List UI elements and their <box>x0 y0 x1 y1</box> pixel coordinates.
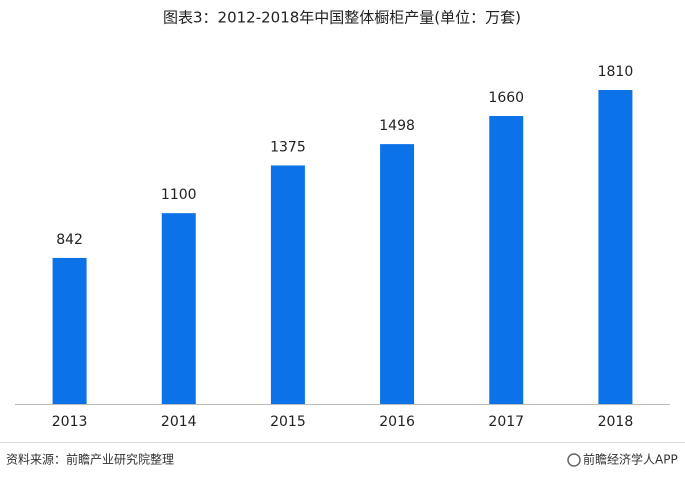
value-label: 842 <box>56 232 83 248</box>
bar <box>161 213 196 404</box>
bar <box>380 144 415 404</box>
chart-title: 图表3：2012-2018年中国整体橱柜产量(单位：万套) <box>163 9 521 27</box>
bar <box>598 90 633 404</box>
x-tick-label: 2017 <box>488 414 524 430</box>
brand-logo <box>567 453 581 467</box>
x-tick-label: 2018 <box>598 414 634 430</box>
bar <box>489 116 524 405</box>
source-note: 资料来源：前瞻产业研究院整理 <box>6 452 174 467</box>
x-tick-label: 2016 <box>379 414 415 430</box>
value-label: 1498 <box>379 118 415 134</box>
value-label: 1810 <box>598 64 634 80</box>
brand-name: 前瞻经济学人APP <box>583 452 678 467</box>
x-tick-label: 2015 <box>270 414 306 430</box>
x-tick-label: 2014 <box>161 414 197 430</box>
bar <box>270 165 305 404</box>
value-label: 1660 <box>488 90 524 106</box>
value-label: 1375 <box>270 139 306 155</box>
bar <box>52 257 87 404</box>
x-tick-label: 2013 <box>52 414 88 430</box>
value-label: 1100 <box>161 187 197 203</box>
